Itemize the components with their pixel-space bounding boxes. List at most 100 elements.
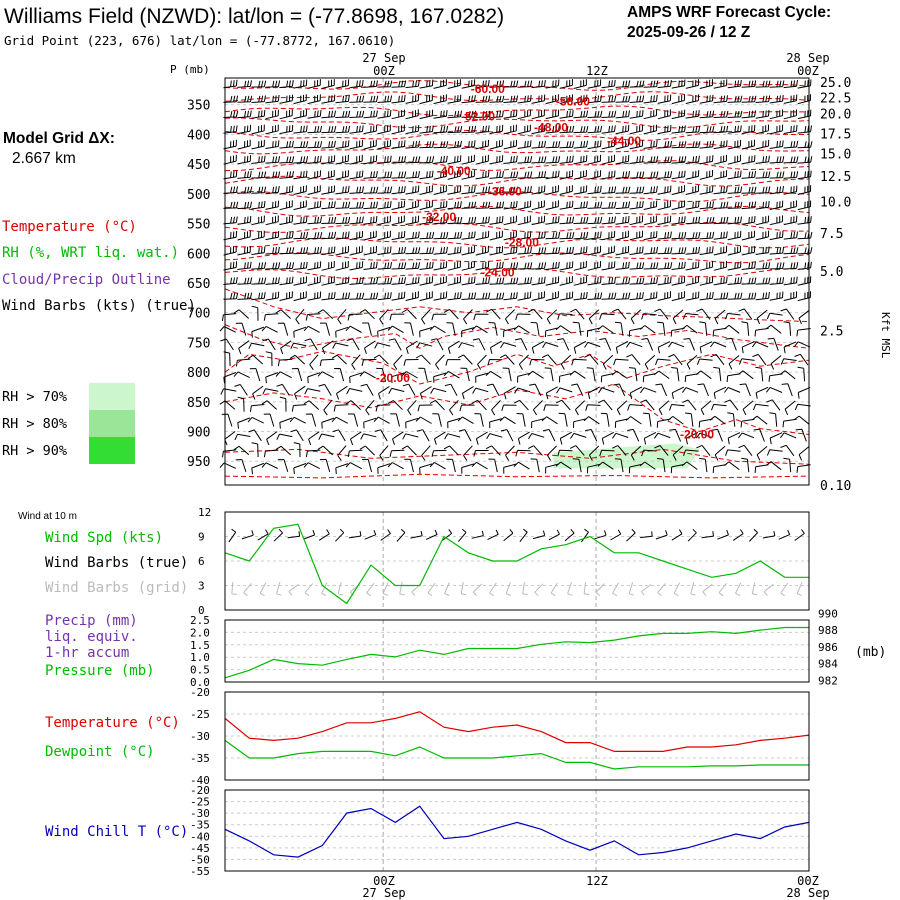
wind-barb (335, 276, 350, 286)
wind-barb (727, 95, 743, 103)
wind-barb (627, 428, 640, 442)
wind-barb (695, 370, 712, 380)
wind-barb (429, 325, 446, 334)
wind-barb (517, 80, 533, 88)
wind-barb (629, 386, 643, 400)
wind-barb (474, 413, 484, 427)
wind-barb (317, 445, 334, 456)
wind-barb (335, 463, 349, 475)
wind-barb-grid (472, 583, 483, 597)
wind-barb (643, 291, 658, 301)
wind-barb (233, 445, 250, 456)
wind-barb (585, 404, 601, 411)
wind-barb (234, 384, 248, 396)
wind-barb (309, 354, 319, 370)
wind-barb (221, 413, 233, 427)
wind-barb (545, 463, 559, 474)
wind-barb (377, 292, 392, 301)
wind-10m-title: Wind at 10 m (18, 511, 77, 522)
wind-barb (755, 124, 769, 135)
wind-barb (235, 322, 247, 336)
wind-barb (472, 387, 489, 394)
wind-barb (419, 185, 433, 195)
wind-barb (321, 201, 336, 210)
wind-barb (615, 277, 631, 285)
wind-barb (335, 95, 350, 104)
kft-msl-label: Kft MSL (879, 312, 892, 359)
wind-barb (657, 124, 672, 135)
wind-barb-true (441, 529, 453, 541)
wind-barb (639, 387, 657, 394)
wind-barb (223, 186, 238, 194)
wind-barb (503, 463, 517, 474)
wind-barb (223, 201, 239, 209)
wind-barb (359, 445, 375, 456)
wind-barb (361, 358, 377, 367)
wind-barb (529, 358, 545, 366)
wind-barb (265, 109, 279, 120)
wind-barb (265, 262, 281, 270)
wind-barb (517, 124, 531, 135)
wind-barb (615, 201, 631, 210)
wind-barb (331, 354, 347, 365)
wind-barb (783, 140, 799, 149)
wind-barb (317, 309, 333, 320)
wind-barb (557, 313, 573, 320)
forecast-cycle-value: 2025-09-26 / 12 Z (627, 24, 751, 41)
wind-barb (751, 415, 768, 425)
wind-barb (685, 170, 700, 180)
wind-barb (503, 262, 519, 270)
wind-barb (797, 291, 811, 302)
wind-barb (293, 141, 309, 149)
wind-barb (434, 431, 446, 445)
wind-barb (628, 367, 638, 382)
wind-barb (713, 216, 729, 225)
wind-barb (279, 247, 295, 255)
wind-barb (363, 277, 379, 285)
wind-barb (629, 95, 645, 103)
wind-barb (251, 155, 266, 164)
wind-barb (321, 110, 336, 119)
isotherm-line (224, 105, 810, 117)
wind-barb-true (610, 529, 622, 541)
wind-barb (741, 201, 757, 210)
wind-barb (223, 245, 237, 256)
wind-barb (433, 185, 447, 195)
wind-barb (251, 442, 259, 458)
wind-barb (363, 292, 379, 300)
wind-barb (379, 445, 389, 461)
wind-barb (699, 140, 715, 149)
wind-barb (794, 353, 809, 366)
wind-barb (416, 342, 433, 349)
wind-barb (683, 338, 695, 351)
wind-barb (629, 200, 644, 210)
wind-barb (727, 292, 743, 300)
wind-barb (237, 95, 253, 103)
wind-barb (545, 156, 561, 164)
wind-barb-true (396, 528, 406, 542)
wind-barb-true (687, 528, 697, 542)
wind-barb (713, 260, 727, 271)
wind-barb (502, 367, 512, 382)
wind-barb (503, 109, 518, 119)
wind-barb (249, 368, 261, 382)
wind-barb (681, 387, 699, 393)
wind-barb (458, 429, 472, 442)
wind-barb (545, 109, 560, 120)
wind-barb (517, 156, 533, 164)
isotherm-contour (224, 383, 810, 435)
wind-barb (291, 404, 307, 412)
isotherm-label: -56.00 (556, 95, 590, 109)
wind-barb (571, 358, 587, 366)
wind-barb (503, 171, 519, 179)
wind-barb (433, 291, 448, 301)
wind-barb (559, 94, 573, 104)
wind-barb (377, 109, 392, 119)
wind-barb (727, 201, 743, 209)
wind-barb (640, 399, 655, 411)
wind-barb (318, 383, 332, 396)
wind-barb (558, 412, 568, 427)
wind-barb (615, 186, 631, 194)
wind-barb (235, 358, 251, 367)
wind-barb (685, 216, 701, 225)
